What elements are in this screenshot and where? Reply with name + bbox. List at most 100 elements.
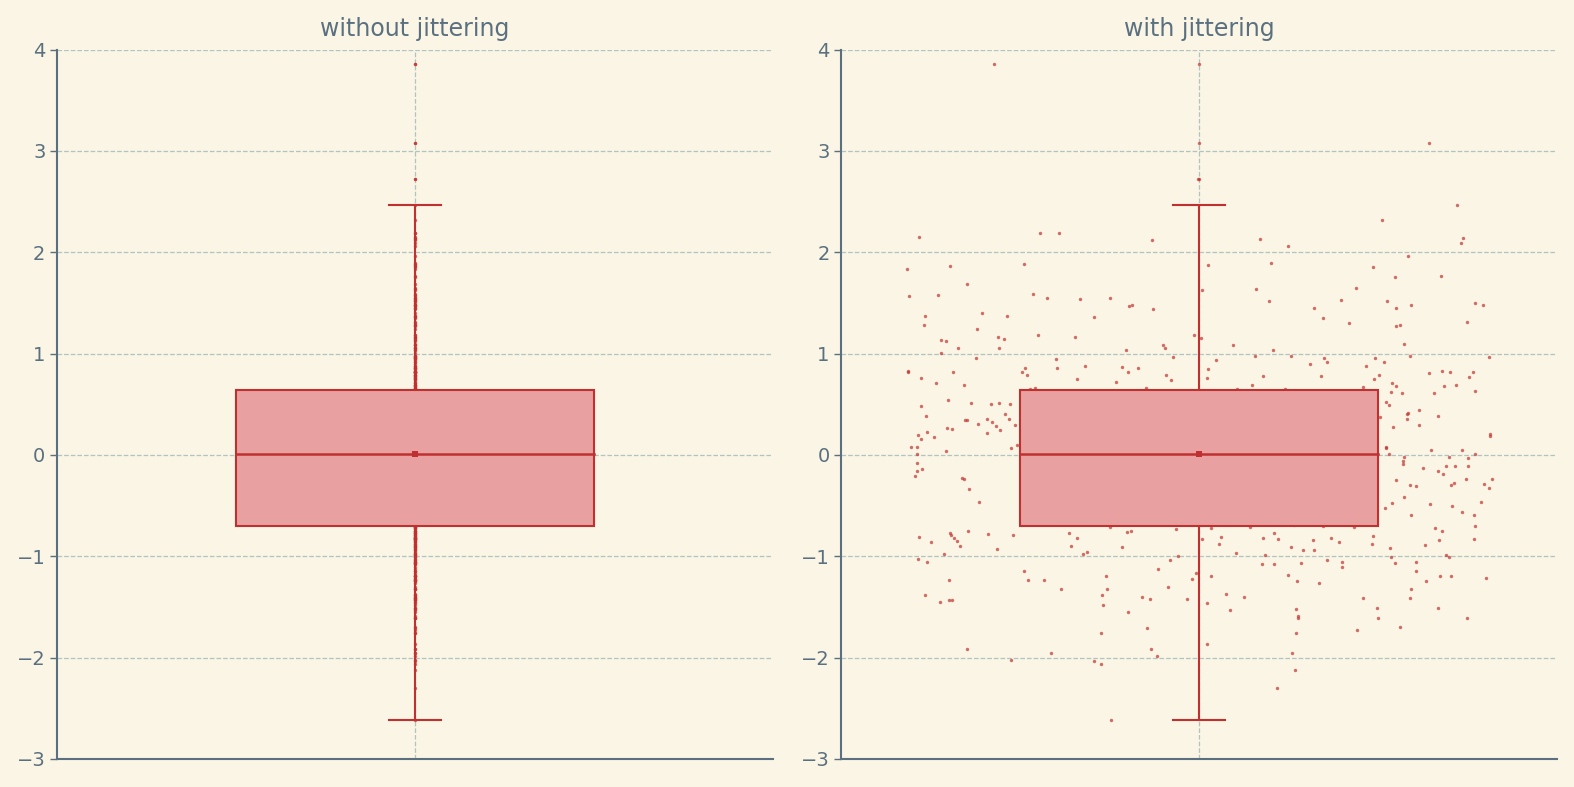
Point [1454,316,1480,329]
Point [921,777,946,787]
Point [1044,362,1069,375]
Point [403,412,428,425]
Point [403,494,428,507]
Point [403,583,428,596]
Point [1387,319,1412,331]
Point [403,551,428,563]
Point [403,438,428,451]
Point [1017,383,1042,396]
Point [403,446,428,459]
Point [403,364,428,377]
Point [1089,626,1114,639]
Point [403,656,428,668]
Point [1256,294,1281,307]
Point [403,398,428,411]
Point [403,501,428,514]
Point [1395,412,1420,425]
Point [1188,532,1214,545]
Point [403,232,428,245]
Point [1110,541,1135,553]
Point [403,602,428,615]
Point [403,541,428,554]
Point [403,506,428,519]
Point [1322,502,1347,515]
Point [403,556,428,568]
Point [1382,271,1407,283]
Point [1251,370,1277,382]
Point [1404,480,1429,493]
Point [1125,401,1151,414]
Point [403,412,428,424]
Point [403,456,428,469]
Point [1360,530,1385,542]
Point [403,521,428,534]
Point [1158,446,1184,459]
Point [1097,291,1122,304]
Point [403,467,428,480]
Point [403,643,428,656]
Point [1119,427,1144,439]
Point [910,463,935,475]
Point [1283,627,1308,640]
Point [403,495,428,508]
Point [403,300,428,312]
Point [1270,471,1295,484]
Point [403,519,428,532]
Point [1195,419,1220,431]
Point [403,456,428,469]
Point [403,500,428,512]
Point [403,368,428,381]
Point [1421,522,1447,534]
Point [896,366,921,379]
Point [1432,460,1458,473]
Point [979,397,1004,410]
Point [935,422,960,434]
Point [976,528,1001,541]
Point [913,409,938,422]
Point [403,389,428,401]
Point [1406,419,1431,431]
Point [403,532,428,545]
Point [1160,350,1185,363]
Point [1289,434,1314,446]
Point [403,520,428,533]
Point [1319,532,1344,545]
Point [1360,538,1385,550]
Point [907,231,932,243]
Point [403,338,428,351]
Point [1081,311,1107,323]
Point [403,442,428,455]
Point [403,472,428,485]
Point [1185,173,1210,186]
Point [1003,419,1028,431]
Point [908,371,933,384]
Point [1160,427,1185,439]
Point [403,480,428,493]
Point [403,282,428,294]
Point [403,460,428,473]
Point [403,382,428,395]
Point [1410,461,1435,474]
Point [403,436,428,449]
Point [403,488,428,501]
Point [1250,558,1275,571]
Point [403,422,428,434]
Point [403,417,428,430]
Point [1070,471,1096,483]
Point [403,397,428,409]
Point [403,471,428,483]
Point [403,519,428,531]
Point [1277,389,1302,401]
Point [403,539,428,552]
Point [1201,449,1226,462]
Point [1429,270,1454,283]
Point [1258,481,1283,493]
Point [1129,426,1154,438]
Point [985,331,1011,344]
Point [403,301,428,314]
Point [403,401,428,413]
Point [403,606,428,619]
Point [403,550,428,563]
Point [403,497,428,509]
Point [403,530,428,543]
